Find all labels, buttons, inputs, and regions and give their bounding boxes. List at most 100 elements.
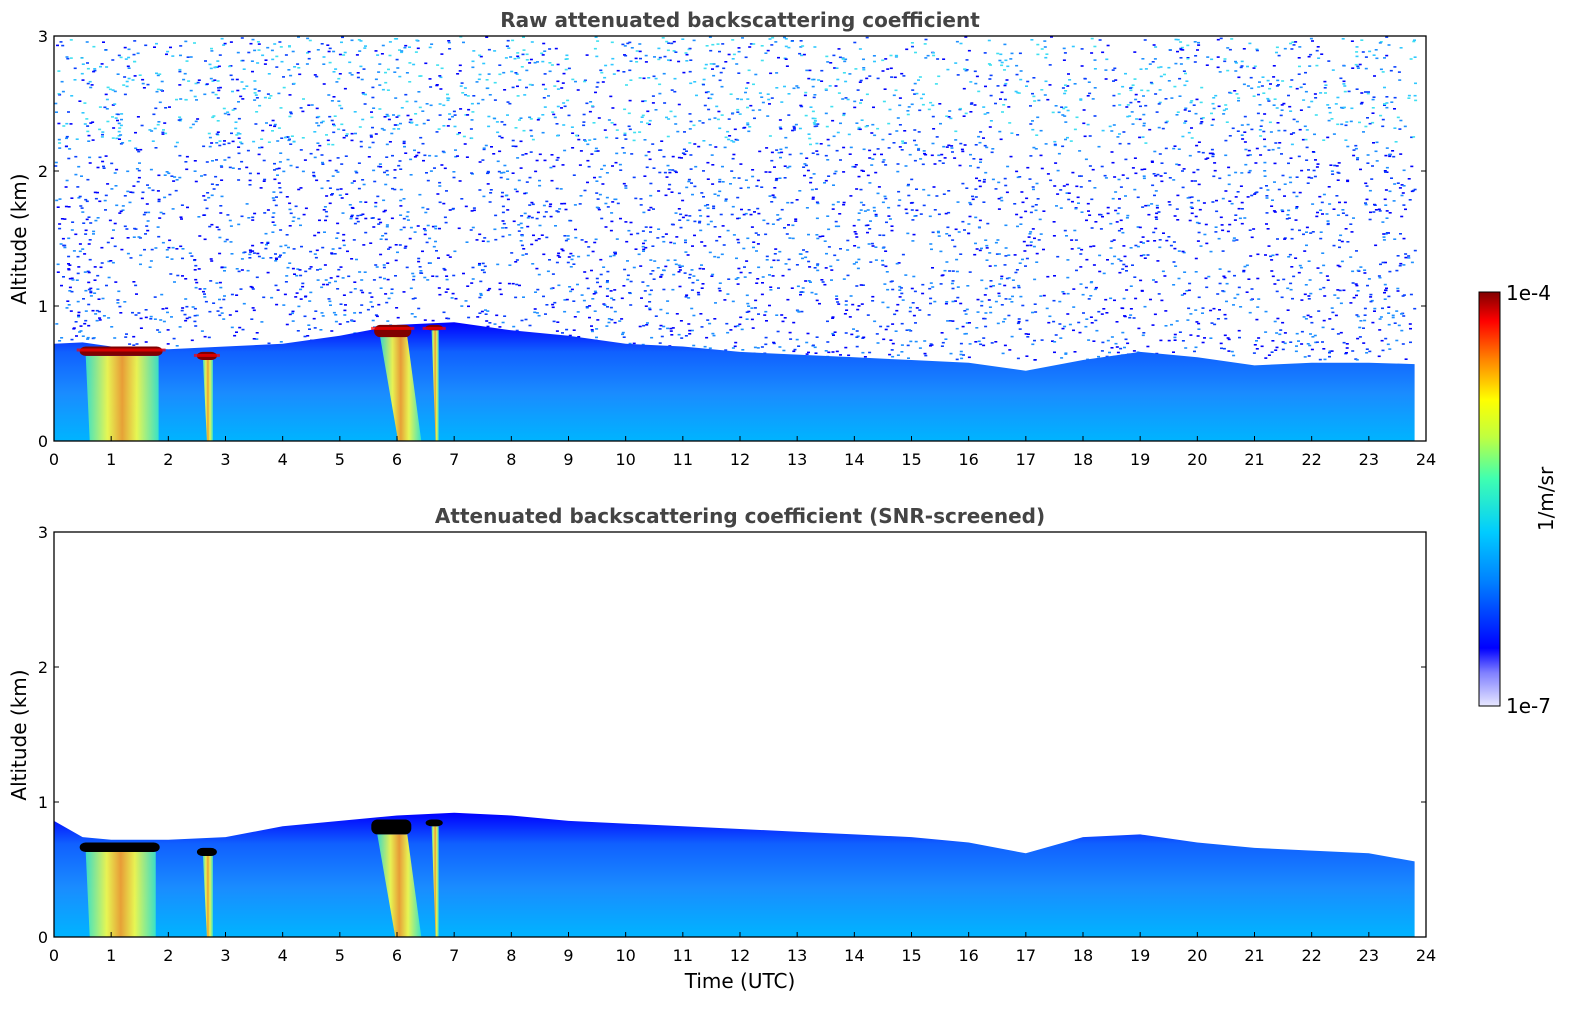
noise-speck [215,184,219,186]
noise-speck [1151,324,1155,326]
noise-speck [576,311,580,313]
noise-speck [1332,133,1336,135]
noise-speck [1172,261,1176,263]
noise-speck [187,80,191,82]
noise-speck [641,100,645,103]
noise-speck [1204,223,1208,226]
noise-speck [1019,70,1023,72]
noise-speck [279,245,283,248]
noise-speck [1098,254,1102,257]
noise-speck [837,303,841,305]
noise-speck [1281,348,1285,351]
noise-speck [333,124,336,127]
noise-speck [682,71,686,74]
noise-speck [1114,191,1118,193]
noise-speck [905,329,909,331]
noise-speck [101,131,105,133]
noise-speck [954,228,958,231]
noise-speck [404,44,408,47]
noise-speck [607,321,611,324]
noise-speck [409,158,413,161]
noise-speck [445,190,448,192]
noise-speck [1099,213,1103,216]
noise-speck [483,265,487,268]
noise-speck [1172,284,1176,286]
noise-speck [895,262,899,265]
noise-speck [61,237,65,240]
noise-speck [842,201,846,204]
noise-speck [216,310,220,312]
noise-speck [511,139,515,142]
noise-speck [96,288,100,290]
noise-speck [736,111,740,113]
noise-speck [1237,207,1241,210]
noise-speck [1025,355,1029,357]
noise-speck [965,59,969,61]
noise-speck [1319,237,1323,240]
noise-speck [119,56,123,59]
noise-speck [692,39,696,42]
panel1-plot-area [54,36,1418,441]
noise-speck [560,248,564,250]
noise-speck [737,50,741,53]
noise-speck [809,281,812,283]
noise-speck [1183,122,1187,124]
noise-speck [1149,81,1153,84]
noise-speck [1391,150,1395,152]
noise-speck [563,149,567,152]
noise-speck [904,274,908,276]
noise-speck [371,305,374,308]
noise-speck [596,319,600,321]
noise-speck [1133,188,1137,191]
noise-speck [466,95,470,97]
noise-speck [794,123,798,126]
noise-speck [733,128,737,131]
noise-speck [1309,333,1312,335]
noise-speck [220,179,224,181]
noise-speck [1283,332,1287,334]
noise-speck [1322,264,1326,267]
noise-speck [320,187,324,190]
noise-speck [965,187,969,189]
noise-speck [839,248,842,250]
noise-speck [685,150,688,152]
noise-speck [107,317,111,319]
noise-speck [549,287,553,290]
noise-speck [425,103,429,105]
noise-speck [1150,161,1154,163]
noise-speck [681,199,685,202]
noise-speck [268,97,271,99]
noise-speck [562,72,566,75]
noise-speck [813,123,817,125]
noise-speck [393,177,397,179]
noise-speck [619,217,622,220]
noise-speck [1210,112,1213,115]
noise-speck [134,131,137,134]
noise-speck [642,242,645,245]
noise-speck [810,188,814,191]
noise-speck [72,327,76,329]
noise-speck [1327,119,1331,122]
noise-speck [429,262,432,264]
noise-speck [178,84,182,86]
noise-speck [426,279,430,281]
noise-speck [1177,148,1181,150]
noise-speck [141,78,145,81]
noise-speck [442,125,446,127]
noise-speck [345,135,348,137]
noise-speck [81,63,85,65]
noise-speck [556,254,560,257]
noise-speck [403,145,406,148]
noise-speck [415,39,419,42]
noise-speck [716,118,720,121]
noise-speck [807,260,811,263]
noise-speck [556,63,560,66]
noise-speck [251,70,254,73]
noise-speck [692,344,696,347]
noise-speck [692,124,696,127]
noise-speck [520,319,524,322]
noise-speck [1212,307,1216,310]
noise-speck [139,317,143,320]
noise-speck [1077,247,1081,249]
noise-speck [1326,104,1330,106]
